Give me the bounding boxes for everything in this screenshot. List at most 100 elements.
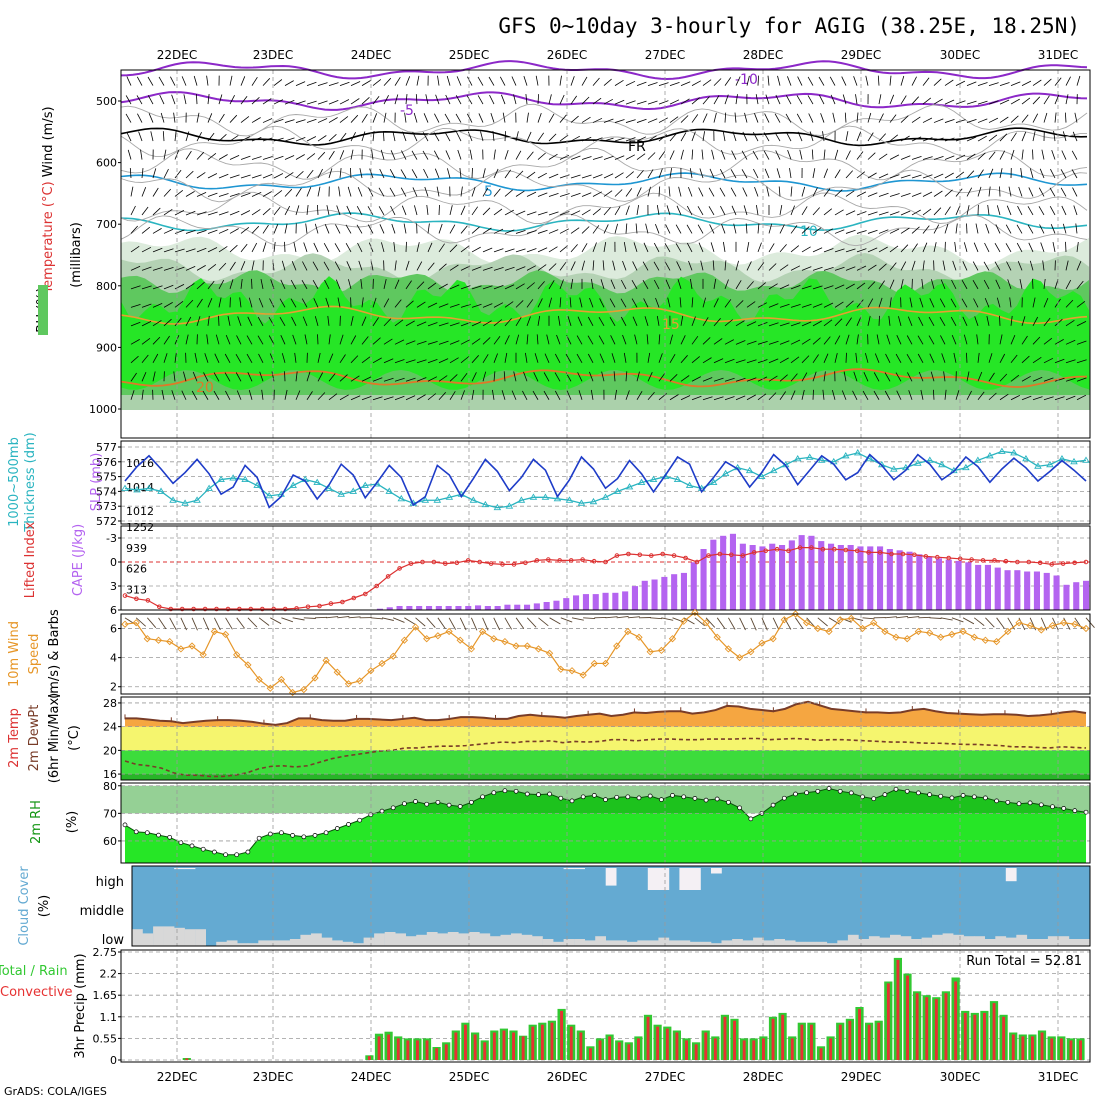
wind-barb bbox=[622, 334, 627, 345]
wind-barb bbox=[1029, 168, 1034, 179]
wind-barb bbox=[963, 334, 968, 345]
surface-wind-barb bbox=[404, 617, 416, 625]
wind-barb bbox=[523, 371, 528, 382]
wind-barb bbox=[537, 192, 548, 197]
wind-barb bbox=[698, 242, 704, 253]
wind-barb bbox=[841, 390, 847, 400]
wind-barb bbox=[218, 315, 220, 326]
cloud-high-bar bbox=[647, 868, 659, 890]
wind-barb bbox=[284, 100, 295, 105]
wind-barb bbox=[372, 317, 379, 327]
wind-barb bbox=[130, 225, 138, 234]
wind-barb bbox=[240, 261, 246, 271]
wind-barb bbox=[381, 242, 385, 253]
wind-speed-marker bbox=[948, 630, 956, 639]
wind-barb bbox=[141, 246, 152, 253]
thickness-marker bbox=[938, 460, 946, 468]
wind-barb bbox=[379, 168, 385, 179]
cape-bar bbox=[455, 606, 462, 610]
thickness-marker bbox=[517, 496, 526, 503]
wind-barb bbox=[170, 76, 176, 86]
wind-barb bbox=[383, 396, 394, 401]
y-tick-label: 576 bbox=[96, 456, 117, 469]
surface-wind-barb bbox=[627, 616, 640, 619]
y-tick-label: 500 bbox=[96, 95, 117, 108]
wind-barb bbox=[218, 211, 229, 216]
wind-barb bbox=[445, 150, 451, 160]
wind-barb bbox=[743, 205, 748, 216]
cloud-low-bar bbox=[268, 940, 280, 946]
wind-barb bbox=[548, 173, 559, 179]
rh-marker bbox=[491, 790, 497, 796]
wind-barb bbox=[526, 112, 529, 123]
cape-bar bbox=[720, 535, 727, 610]
wind-barb bbox=[680, 115, 689, 123]
wind-barb bbox=[284, 155, 295, 160]
wind-barb bbox=[433, 132, 440, 142]
precip-convective-bar bbox=[973, 1014, 977, 1060]
wind-barb bbox=[158, 76, 165, 86]
wind-frame bbox=[120, 613, 1091, 695]
y-tick-label: 28 bbox=[103, 697, 117, 710]
lifted-index-marker bbox=[465, 558, 471, 563]
y-tick-label: 6 bbox=[110, 623, 117, 636]
cape-bar bbox=[984, 564, 991, 610]
wind-barb bbox=[812, 227, 822, 234]
lifted-index-marker bbox=[923, 554, 929, 559]
axis-label-part: SLP (mb) bbox=[89, 453, 104, 512]
cloud-low-bar bbox=[868, 936, 880, 946]
precip-convective-bar bbox=[665, 1028, 669, 1060]
cloud-low-bar bbox=[900, 936, 912, 946]
wind-barb bbox=[493, 302, 504, 308]
wind-barb bbox=[1028, 187, 1034, 197]
wind-barb bbox=[261, 389, 264, 400]
wind-barb bbox=[1005, 243, 1012, 253]
wind-barb bbox=[449, 284, 460, 290]
cape-bar bbox=[582, 594, 589, 610]
rh-marker bbox=[547, 791, 552, 797]
thickness-marker bbox=[241, 475, 249, 483]
thickness-marker bbox=[841, 452, 850, 459]
rh-marker bbox=[1038, 802, 1044, 808]
wind-barb bbox=[669, 168, 672, 179]
temp-frame bbox=[120, 696, 1091, 781]
wind-barb bbox=[207, 263, 217, 271]
wind-barb bbox=[559, 262, 567, 271]
wind-barb bbox=[449, 374, 458, 382]
wind-barb bbox=[845, 300, 854, 308]
wind-speed-marker bbox=[668, 635, 677, 643]
wind-barb bbox=[361, 131, 366, 142]
wind-barb bbox=[768, 283, 778, 290]
wind-barb bbox=[592, 191, 602, 197]
wind-speed-marker bbox=[411, 623, 420, 631]
precip-convective-bar bbox=[848, 1020, 852, 1060]
wind-barb bbox=[163, 228, 174, 234]
wind-barb bbox=[185, 283, 195, 290]
wind-barb bbox=[576, 335, 583, 345]
wind-barb bbox=[757, 393, 767, 401]
surface-wind-barb bbox=[862, 617, 875, 620]
wind-barb bbox=[812, 303, 823, 308]
surface-wind-barb bbox=[247, 617, 258, 628]
wind-barb bbox=[790, 245, 800, 253]
thickness-marker bbox=[325, 484, 334, 491]
precip-convective-bar bbox=[742, 1040, 746, 1060]
wind-barb bbox=[723, 241, 726, 252]
wind-barb bbox=[690, 278, 693, 289]
wind-barb bbox=[394, 395, 405, 401]
wind-barb bbox=[966, 352, 968, 363]
wind-barb bbox=[996, 297, 1001, 308]
lifted-index-marker bbox=[534, 558, 540, 563]
wind-barb bbox=[460, 186, 463, 197]
wind-barb bbox=[1043, 112, 1048, 123]
wind-barb bbox=[141, 389, 144, 400]
wind-barb bbox=[482, 303, 493, 308]
lifted-index-marker bbox=[832, 546, 837, 552]
cape-bar bbox=[955, 560, 962, 610]
wind-barb bbox=[537, 172, 547, 179]
axis-label-part: CAPE (J/kg) bbox=[71, 524, 86, 596]
wind-barb bbox=[383, 318, 392, 327]
cloud-low-bar bbox=[321, 937, 333, 946]
surface-wind-barb bbox=[549, 617, 561, 625]
cloud-low-bar bbox=[258, 940, 270, 946]
